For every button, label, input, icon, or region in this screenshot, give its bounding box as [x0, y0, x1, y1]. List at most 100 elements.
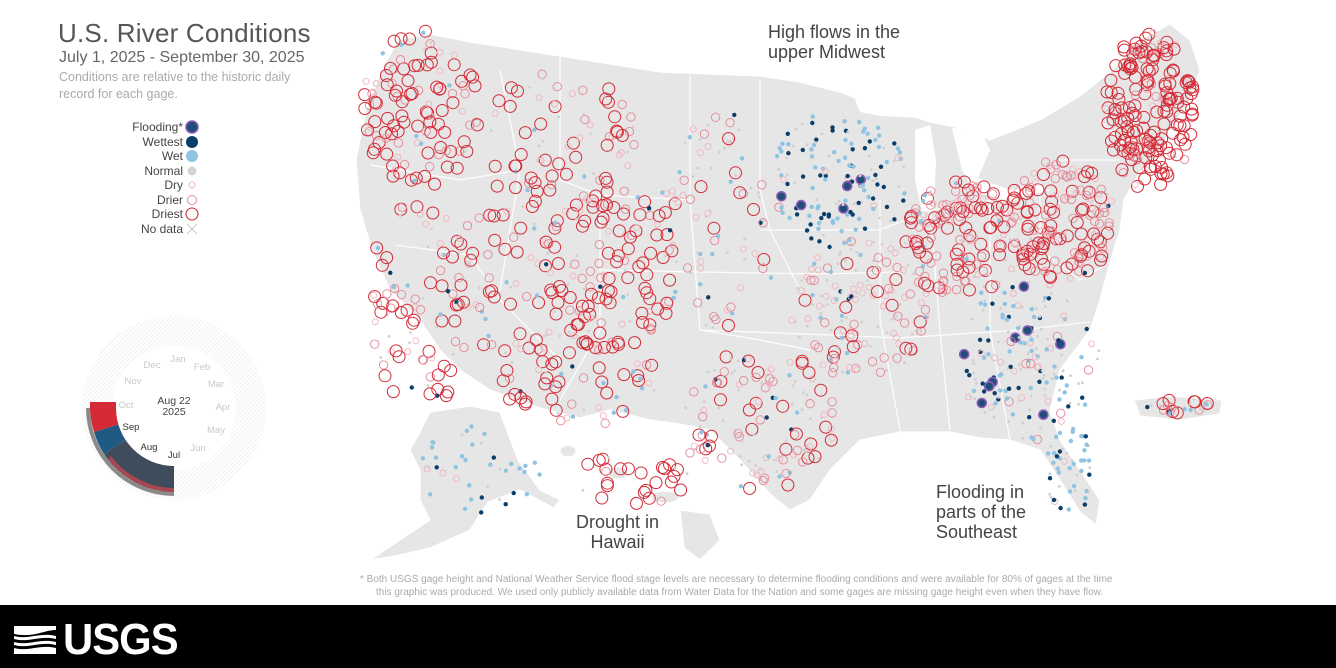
- gage-marker-wet[interactable]: [843, 155, 848, 160]
- gage-marker-wettest[interactable]: [992, 391, 997, 396]
- gage-marker-driest[interactable]: [959, 221, 973, 235]
- gage-marker-normal[interactable]: [876, 325, 880, 329]
- gage-marker-wettest[interactable]: [1037, 379, 1042, 384]
- gage-marker-driest[interactable]: [664, 475, 678, 489]
- gage-marker-wet[interactable]: [812, 261, 817, 266]
- gage-marker-wet[interactable]: [621, 294, 626, 300]
- gage-marker-driest[interactable]: [781, 478, 795, 492]
- gage-marker-wet[interactable]: [978, 301, 983, 306]
- gage-marker-driest[interactable]: [921, 191, 934, 205]
- gage-marker-driest[interactable]: [633, 208, 647, 222]
- gage-marker-normal[interactable]: [1021, 305, 1024, 309]
- gage-marker-driest[interactable]: [384, 61, 397, 75]
- gage-marker-normal[interactable]: [1019, 217, 1022, 221]
- gage-marker-dry[interactable]: [891, 249, 899, 257]
- gage-marker-driest[interactable]: [984, 220, 998, 234]
- gage-marker-driest[interactable]: [1174, 133, 1187, 147]
- gage-marker-dry[interactable]: [464, 260, 472, 268]
- gage-marker-dry[interactable]: [464, 303, 472, 311]
- gage-marker-dry[interactable]: [1052, 239, 1060, 247]
- gage-marker-drier[interactable]: [1050, 256, 1060, 266]
- gage-marker-wet[interactable]: [582, 174, 587, 179]
- gage-marker-dry[interactable]: [704, 209, 712, 217]
- gage-marker-wet[interactable]: [486, 333, 491, 339]
- gage-marker-wet[interactable]: [624, 408, 629, 413]
- gage-marker-normal[interactable]: [607, 456, 610, 459]
- gage-marker-dry[interactable]: [894, 154, 902, 162]
- gage-marker-driest[interactable]: [674, 483, 688, 497]
- gage-marker-drier[interactable]: [1151, 91, 1161, 102]
- gage-marker-wet[interactable]: [884, 159, 890, 165]
- gage-marker-dry[interactable]: [633, 360, 641, 368]
- gage-marker-driest[interactable]: [386, 169, 400, 183]
- dial-month-jul[interactable]: Jul: [168, 450, 180, 461]
- gage-marker-driest[interactable]: [559, 167, 573, 181]
- gage-marker-normal[interactable]: [528, 86, 531, 89]
- gage-marker-driest[interactable]: [957, 175, 971, 189]
- gage-marker-driest[interactable]: [1101, 226, 1114, 240]
- gage-marker-driest[interactable]: [597, 340, 611, 354]
- gage-marker-drier[interactable]: [717, 453, 727, 463]
- gage-marker-normal[interactable]: [1029, 394, 1033, 398]
- gage-marker-wet[interactable]: [380, 51, 385, 56]
- gage-marker-driest[interactable]: [460, 144, 474, 158]
- dial-normal-segment[interactable]: [104, 438, 174, 492]
- gage-marker-dry[interactable]: [645, 379, 653, 387]
- gage-marker-dry[interactable]: [428, 354, 436, 362]
- gage-marker-driest[interactable]: [464, 253, 478, 267]
- gage-marker-wet[interactable]: [851, 164, 856, 169]
- gage-marker-wet[interactable]: [982, 302, 988, 307]
- gage-marker-driest[interactable]: [638, 195, 652, 209]
- gage-marker-wettest[interactable]: [1083, 434, 1089, 439]
- gage-marker-driest[interactable]: [1093, 235, 1107, 249]
- gage-marker-driest[interactable]: [487, 209, 501, 223]
- gage-marker-driest[interactable]: [545, 169, 559, 183]
- gage-marker-driest[interactable]: [378, 126, 392, 139]
- gage-marker-drier[interactable]: [448, 289, 458, 299]
- gage-marker-wet[interactable]: [866, 194, 871, 200]
- gage-marker-wet[interactable]: [766, 454, 771, 459]
- gage-marker-normal[interactable]: [1061, 447, 1064, 451]
- gage-marker-wet[interactable]: [1000, 312, 1005, 317]
- gage-marker-wet[interactable]: [469, 497, 474, 502]
- gage-marker-wettest[interactable]: [1051, 497, 1057, 503]
- gage-marker-wet[interactable]: [862, 126, 867, 131]
- gage-marker-dry[interactable]: [828, 434, 836, 442]
- gage-marker-wet[interactable]: [1028, 385, 1034, 391]
- gage-marker-driest[interactable]: [401, 74, 415, 88]
- gage-marker-wet[interactable]: [830, 220, 836, 225]
- gage-marker-normal[interactable]: [740, 440, 744, 443]
- gage-marker-wettest[interactable]: [1046, 296, 1052, 301]
- gage-marker-drier[interactable]: [396, 289, 407, 300]
- gage-marker-wet[interactable]: [459, 454, 465, 459]
- gage-marker-normal[interactable]: [1088, 466, 1092, 470]
- gage-marker-drier[interactable]: [899, 318, 910, 328]
- gage-marker-wet[interactable]: [843, 198, 848, 203]
- gage-marker-driest[interactable]: [1104, 73, 1118, 87]
- gage-marker-driest[interactable]: [430, 80, 444, 94]
- gage-marker-wet[interactable]: [768, 275, 774, 280]
- gage-marker-driest[interactable]: [581, 457, 595, 471]
- gage-marker-dry[interactable]: [1007, 211, 1015, 219]
- gage-marker-driest[interactable]: [1037, 258, 1051, 271]
- gage-marker-driest[interactable]: [379, 69, 393, 82]
- gage-marker-dry[interactable]: [534, 260, 542, 268]
- gage-marker-driest[interactable]: [468, 79, 482, 93]
- gage-marker-wettest[interactable]: [848, 209, 853, 215]
- gage-marker-normal[interactable]: [556, 412, 560, 415]
- gage-marker-dry[interactable]: [788, 316, 796, 324]
- gage-marker-dry[interactable]: [527, 254, 535, 262]
- gage-marker-driest[interactable]: [747, 203, 760, 216]
- gage-marker-driest[interactable]: [1022, 184, 1036, 198]
- dial-month-oct[interactable]: Oct: [119, 400, 134, 411]
- gage-marker-normal[interactable]: [822, 304, 826, 308]
- gage-marker-wet[interactable]: [698, 282, 703, 287]
- gage-marker-normal[interactable]: [734, 174, 737, 177]
- gage-marker-drier[interactable]: [600, 418, 610, 428]
- gage-marker-normal[interactable]: [743, 257, 746, 261]
- gage-marker-normal[interactable]: [846, 130, 850, 134]
- gage-marker-wet[interactable]: [828, 269, 834, 275]
- gage-marker-dry[interactable]: [814, 254, 822, 262]
- gage-marker-normal[interactable]: [698, 425, 702, 429]
- gage-marker-normal[interactable]: [663, 254, 667, 258]
